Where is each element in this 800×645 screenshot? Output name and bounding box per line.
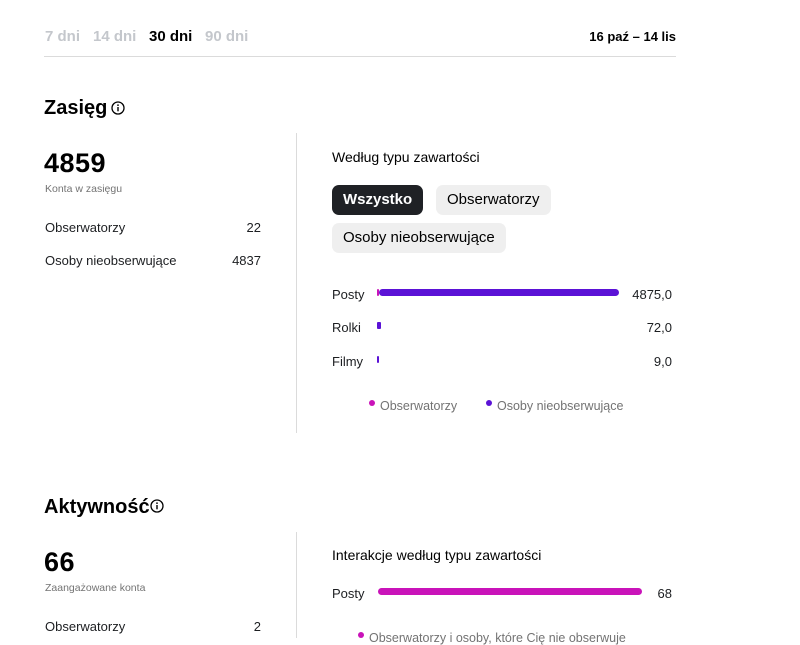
reach-total-label: Konta w zasięgu [45,183,123,195]
bar-seg-non-followers [377,322,381,329]
bar-seg-followers [377,289,379,296]
reach-title: Zasięg [44,97,108,119]
activity-title: Aktywność [44,496,150,518]
range-tab-30[interactable]: 30 dni [149,28,193,45]
bar-seg-non-followers [379,289,619,296]
range-tab-90[interactable]: 90 dni [205,28,249,45]
range-tab-7[interactable]: 7 dni [45,28,81,45]
date-range-label: 16 paź – 14 lis [589,29,676,44]
filter-all[interactable]: Wszystko [332,185,424,215]
bar-posts [377,289,619,296]
legend-dot-non-followers [486,400,492,406]
reach-row-non-followers: Osoby nieobserwujące 4837 [45,253,261,268]
header-divider [44,56,676,57]
row-label: Obserwatorzy [45,220,126,235]
row-value: 22 [246,220,261,235]
bar-seg-non-followers [377,356,379,363]
row-value: 2 [253,619,261,634]
legend-label: Osoby nieobserwujące [497,399,624,413]
legend-followers: Obserwatorzy [369,399,457,413]
legend-label: Obserwatorzy i osoby, które Cię nie obse… [369,631,626,645]
section-divider [296,133,297,433]
bar-value-videos: 9,0 [653,354,672,369]
filter-non-followers[interactable]: Osoby nieobserwujące [332,223,506,253]
reach-total: 4859 [44,148,107,178]
row-label: Osoby nieobserwujące [45,253,177,268]
info-circle-icon[interactable] [111,101,125,115]
range-tab-14[interactable]: 14 dni [93,28,137,45]
info-circle-icon[interactable] [150,499,164,513]
activity-total-label: Zaangażowane konta [45,582,146,594]
bar-videos [377,356,618,363]
row-value: 4837 [232,253,261,268]
section-divider [296,532,297,638]
bar-value-activity-posts: 68 [657,586,672,601]
bar-reels [377,322,618,329]
bar-label-posts: Posty [332,586,365,601]
legend-dot-followers [369,400,375,406]
activity-row-followers: Obserwatorzy 2 [45,619,261,634]
bar-seg-activity [378,588,642,595]
reach-row-followers: Obserwatorzy 22 [45,220,261,235]
reach-panel-title: Według typu zawartości [332,149,480,165]
bar-label-videos: Filmy [332,354,364,369]
bar-value-reels: 72,0 [646,320,672,335]
legend-non-followers: Osoby nieobserwujące [486,399,623,413]
legend-activity: Obserwatorzy i osoby, które Cię nie obse… [358,631,626,645]
row-label: Obserwatorzy [45,619,126,634]
bar-label-posts: Posty [332,287,365,302]
legend-dot-activity [358,632,364,638]
activity-total: 66 [44,547,76,577]
legend-label: Obserwatorzy [380,399,458,413]
activity-panel-title: Interakcje według typu zawartości [332,547,542,563]
bar-label-reels: Rolki [332,320,361,335]
bar-value-posts: 4875,0 [632,287,672,302]
filter-followers[interactable]: Obserwatorzy [436,185,551,215]
bar-activity-posts [378,588,642,595]
